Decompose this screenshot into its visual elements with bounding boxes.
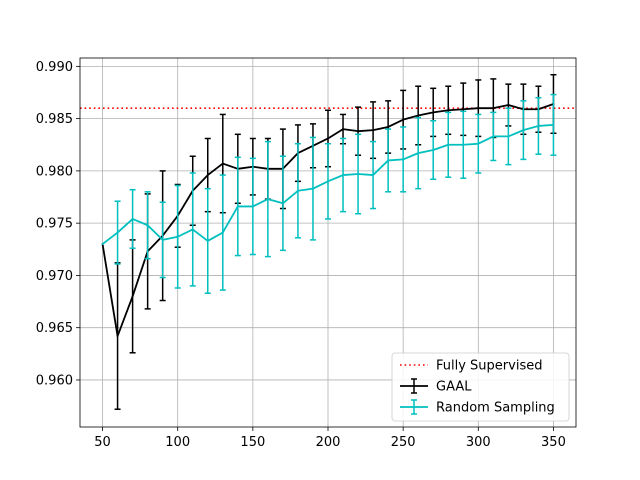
data-point: [537, 125, 540, 127]
data-point: [266, 198, 269, 201]
x-tick-label: 50: [94, 435, 111, 450]
legend-label-fully-supervised: Fully Supervised: [436, 359, 542, 374]
data-point: [507, 135, 510, 138]
y-tick-label: 0.960: [36, 373, 73, 388]
y-tick-label: 0.965: [36, 321, 73, 336]
data-point: [462, 108, 465, 111]
data-point: [221, 231, 224, 234]
data-point: [282, 202, 284, 205]
data-point: [116, 231, 119, 234]
data-point: [387, 159, 390, 162]
x-tick-label: 250: [391, 435, 416, 450]
legend-label-random-sampling: Random Sampling: [436, 401, 555, 416]
data-point: [221, 162, 224, 165]
data-point: [447, 143, 450, 146]
data-point: [131, 295, 134, 298]
data-point: [462, 143, 465, 146]
data-point: [507, 104, 510, 106]
data-point: [116, 335, 119, 337]
data-point: [101, 243, 104, 245]
data-point: [387, 126, 390, 128]
data-point: [206, 174, 209, 176]
data-point: [342, 128, 344, 130]
data-point: [297, 189, 299, 192]
y-tick-label: 0.990: [36, 60, 73, 75]
x-tick-label: 350: [541, 435, 566, 450]
data-point: [176, 235, 179, 238]
y-tick-label: 0.980: [36, 164, 73, 179]
data-point: [417, 152, 420, 155]
data-point: [146, 224, 149, 227]
data-point: [131, 218, 134, 220]
data-point: [357, 130, 359, 133]
data-point: [236, 205, 239, 208]
data-point: [251, 205, 254, 208]
x-tick-label: 100: [165, 435, 190, 450]
data-point: [357, 173, 359, 175]
legend-box: [391, 352, 570, 422]
series-random-sampling: [101, 93, 557, 294]
legend: Fully Supervised GAAL Random Sampling: [391, 352, 570, 422]
data-point: [206, 240, 209, 242]
data-point: [372, 129, 374, 132]
x-tick-label: 300: [466, 435, 491, 450]
data-point: [492, 135, 495, 138]
data-point: [342, 174, 344, 176]
data-point: [312, 187, 314, 190]
data-point: [492, 107, 495, 110]
series-group: [101, 73, 557, 410]
data-point: [477, 142, 480, 145]
data-point: [327, 180, 329, 183]
data-point: [402, 118, 405, 121]
data-point: [402, 158, 405, 161]
x-axis-ticks: 50 100 150 200 250 300 350: [94, 427, 566, 450]
data-point: [327, 137, 329, 140]
data-point: [432, 149, 435, 151]
data-point: [447, 109, 450, 112]
data-point: [477, 107, 480, 110]
data-point: [417, 114, 420, 117]
data-point: [161, 238, 164, 241]
x-tick-label: 150: [240, 435, 265, 450]
data-point: [432, 111, 435, 114]
data-point: [372, 174, 374, 176]
y-axis-ticks: 0.960 0.965 0.970 0.975 0.980 0.985 0.990: [36, 60, 80, 388]
data-point: [522, 129, 525, 132]
x-tick-label: 200: [316, 435, 341, 450]
legend-label-gaal: GAAL: [436, 380, 472, 395]
y-tick-label: 0.975: [36, 217, 73, 232]
data-point: [191, 228, 194, 231]
y-tick-label: 0.970: [36, 269, 73, 284]
y-tick-label: 0.985: [36, 112, 73, 127]
data-point: [552, 124, 555, 126]
